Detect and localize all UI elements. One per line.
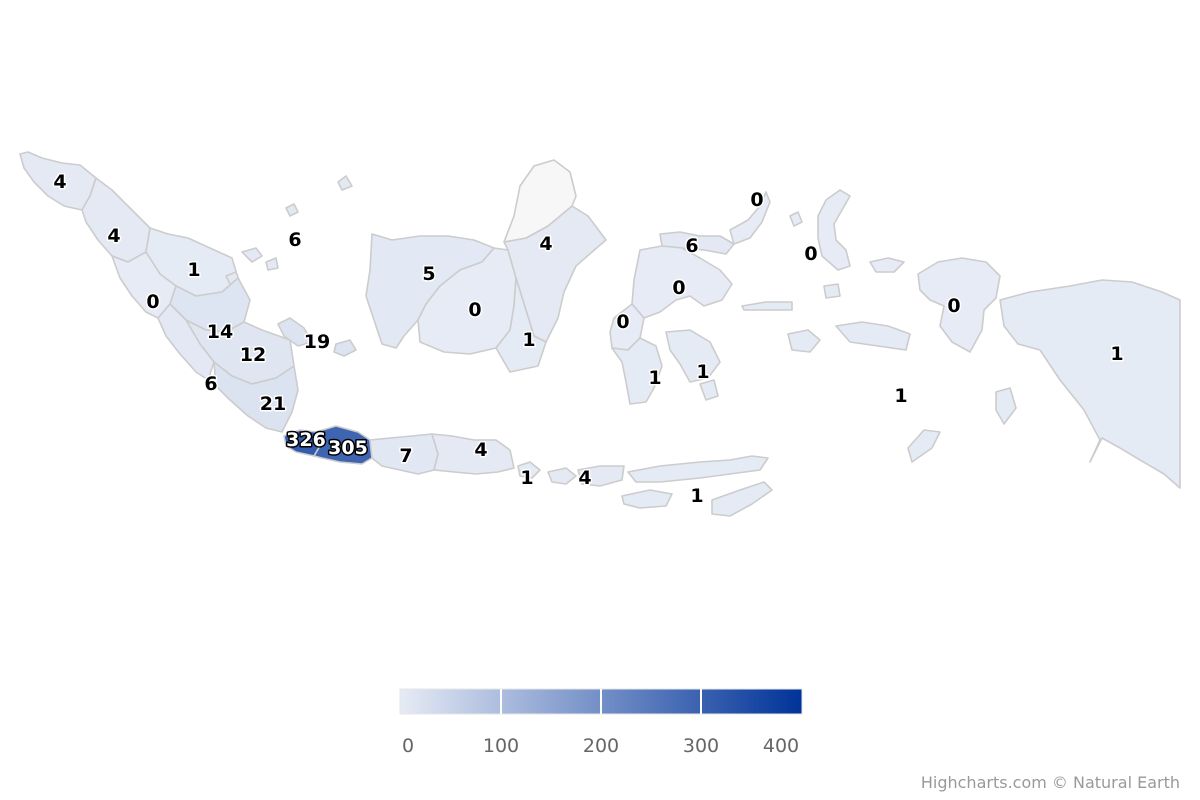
data-label-nusa-tenggara-barat: 4: [578, 467, 591, 489]
region-shape[interactable]: [495, 277, 547, 373]
data-label-sulawesi-utara: 0: [750, 189, 763, 211]
legend-tick-label: 0: [402, 735, 414, 757]
region-shape[interactable]: [333, 339, 357, 357]
regions-layer: [19, 151, 1181, 517]
region-shape[interactable]: [869, 257, 905, 273]
credits-link[interactable]: Highcharts.com © Natural Earth: [920, 773, 1180, 792]
data-label-jambi: 14: [207, 321, 233, 343]
region-shape[interactable]: [431, 433, 515, 475]
region-shape[interactable]: [265, 257, 279, 271]
color-axis-legend: 0 100 200 300 400: [399, 688, 803, 757]
region-shape[interactable]: [835, 321, 911, 351]
region-shape[interactable]: [823, 283, 841, 299]
region-shape[interactable]: [699, 379, 719, 401]
data-label-nusa-tenggara-timur: 1: [690, 485, 703, 507]
data-label-kalimantan-timur: 4: [539, 233, 552, 255]
region-kalimantan-utara[interactable]: [503, 159, 577, 243]
data-label-sulawesi-barat: 0: [616, 311, 629, 333]
data-label-kepulauan-riau: 6: [288, 229, 301, 251]
region-shape[interactable]: [787, 329, 821, 353]
region-shape[interactable]: [789, 211, 803, 227]
data-label-sulawesi-tenggara: 1: [696, 361, 709, 383]
region-shape[interactable]: [277, 317, 313, 347]
data-label-papua: 1: [1110, 343, 1123, 365]
region-shape[interactable]: [729, 191, 771, 245]
region-shape[interactable]: [621, 489, 673, 509]
region-shape[interactable]: [611, 337, 663, 405]
data-label-aceh: 4: [53, 171, 66, 193]
data-label-gorontalo: 6: [685, 235, 698, 257]
region-shape[interactable]: [711, 481, 773, 517]
data-label-sulawesi-tengah: 0: [672, 277, 685, 299]
data-label-sumatera-barat: 0: [146, 291, 159, 313]
data-label-kalimantan-tengah: 0: [468, 299, 481, 321]
region-shape[interactable]: [627, 455, 769, 483]
region-sulawesi-tenggara[interactable]: [665, 329, 721, 401]
data-label-riau: 1: [187, 259, 200, 281]
data-label-sumatera-selatan: 12: [240, 344, 266, 366]
region-shape[interactable]: [517, 461, 541, 479]
data-label-maluku: 1: [894, 385, 907, 407]
region-maluku[interactable]: [741, 283, 1017, 463]
region-shape[interactable]: [547, 467, 577, 485]
data-label-kalimantan-barat: 5: [422, 263, 435, 285]
data-label-papua-barat: 0: [947, 295, 960, 317]
data-label-sumatera-utara: 4: [107, 225, 120, 247]
region-sulawesi-selatan[interactable]: [611, 337, 663, 405]
legend-tick-label: 400: [763, 735, 799, 757]
region-shape[interactable]: [917, 257, 1001, 353]
region-nusa-tenggara-barat[interactable]: [547, 465, 625, 487]
data-label-banten: 326: [286, 429, 326, 451]
region-shape[interactable]: [995, 387, 1017, 425]
region-maluku-utara[interactable]: [789, 189, 905, 273]
legend-tick-label: 200: [583, 735, 619, 757]
region-shape[interactable]: [665, 329, 721, 383]
region-shape[interactable]: [577, 465, 625, 487]
region-jawa-barat[interactable]: [313, 425, 373, 465]
data-label-jawa-timur: 4: [474, 439, 487, 461]
region-lampung[interactable]: [213, 361, 299, 433]
data-label-bangka-belitung: 19: [304, 331, 330, 353]
region-shape[interactable]: [337, 175, 353, 191]
data-label-sulawesi-selatan: 1: [648, 367, 661, 389]
region-shape[interactable]: [241, 247, 263, 263]
region-bangka-belitung[interactable]: [277, 317, 357, 357]
region-bali[interactable]: [517, 461, 541, 479]
region-sulawesi-utara[interactable]: [729, 191, 771, 245]
region-nusa-tenggara-timur[interactable]: [621, 455, 773, 517]
region-shape[interactable]: [999, 279, 1181, 489]
data-label-maluku-utara: 0: [804, 243, 817, 265]
region-jawa-timur[interactable]: [431, 433, 515, 475]
region-shape[interactable]: [817, 189, 851, 271]
region-shape[interactable]: [213, 361, 299, 433]
region-papua-barat[interactable]: [917, 257, 1001, 353]
region-shape[interactable]: [741, 301, 793, 311]
region-shape[interactable]: [503, 159, 577, 243]
data-label-bengkulu: 6: [204, 373, 217, 395]
data-label-kalimantan-selatan: 1: [522, 329, 535, 351]
data-label-jawa-tengah: 7: [399, 445, 412, 467]
legend-tick-label: 100: [483, 735, 519, 757]
region-bengkulu[interactable]: [157, 303, 215, 381]
region-shape[interactable]: [81, 177, 151, 263]
region-shape[interactable]: [285, 203, 299, 217]
legend-tick-label: 300: [683, 735, 719, 757]
data-label-jawa-barat: 305: [328, 437, 368, 459]
region-shape[interactable]: [313, 425, 373, 465]
region-sumatera-utara[interactable]: [81, 177, 151, 263]
region-papua[interactable]: [999, 279, 1181, 489]
data-label-bali: 1: [520, 467, 533, 489]
region-kalimantan-selatan[interactable]: [495, 277, 547, 373]
region-shape[interactable]: [157, 303, 215, 381]
region-shape[interactable]: [907, 429, 941, 463]
data-label-lampung: 21: [260, 393, 286, 415]
